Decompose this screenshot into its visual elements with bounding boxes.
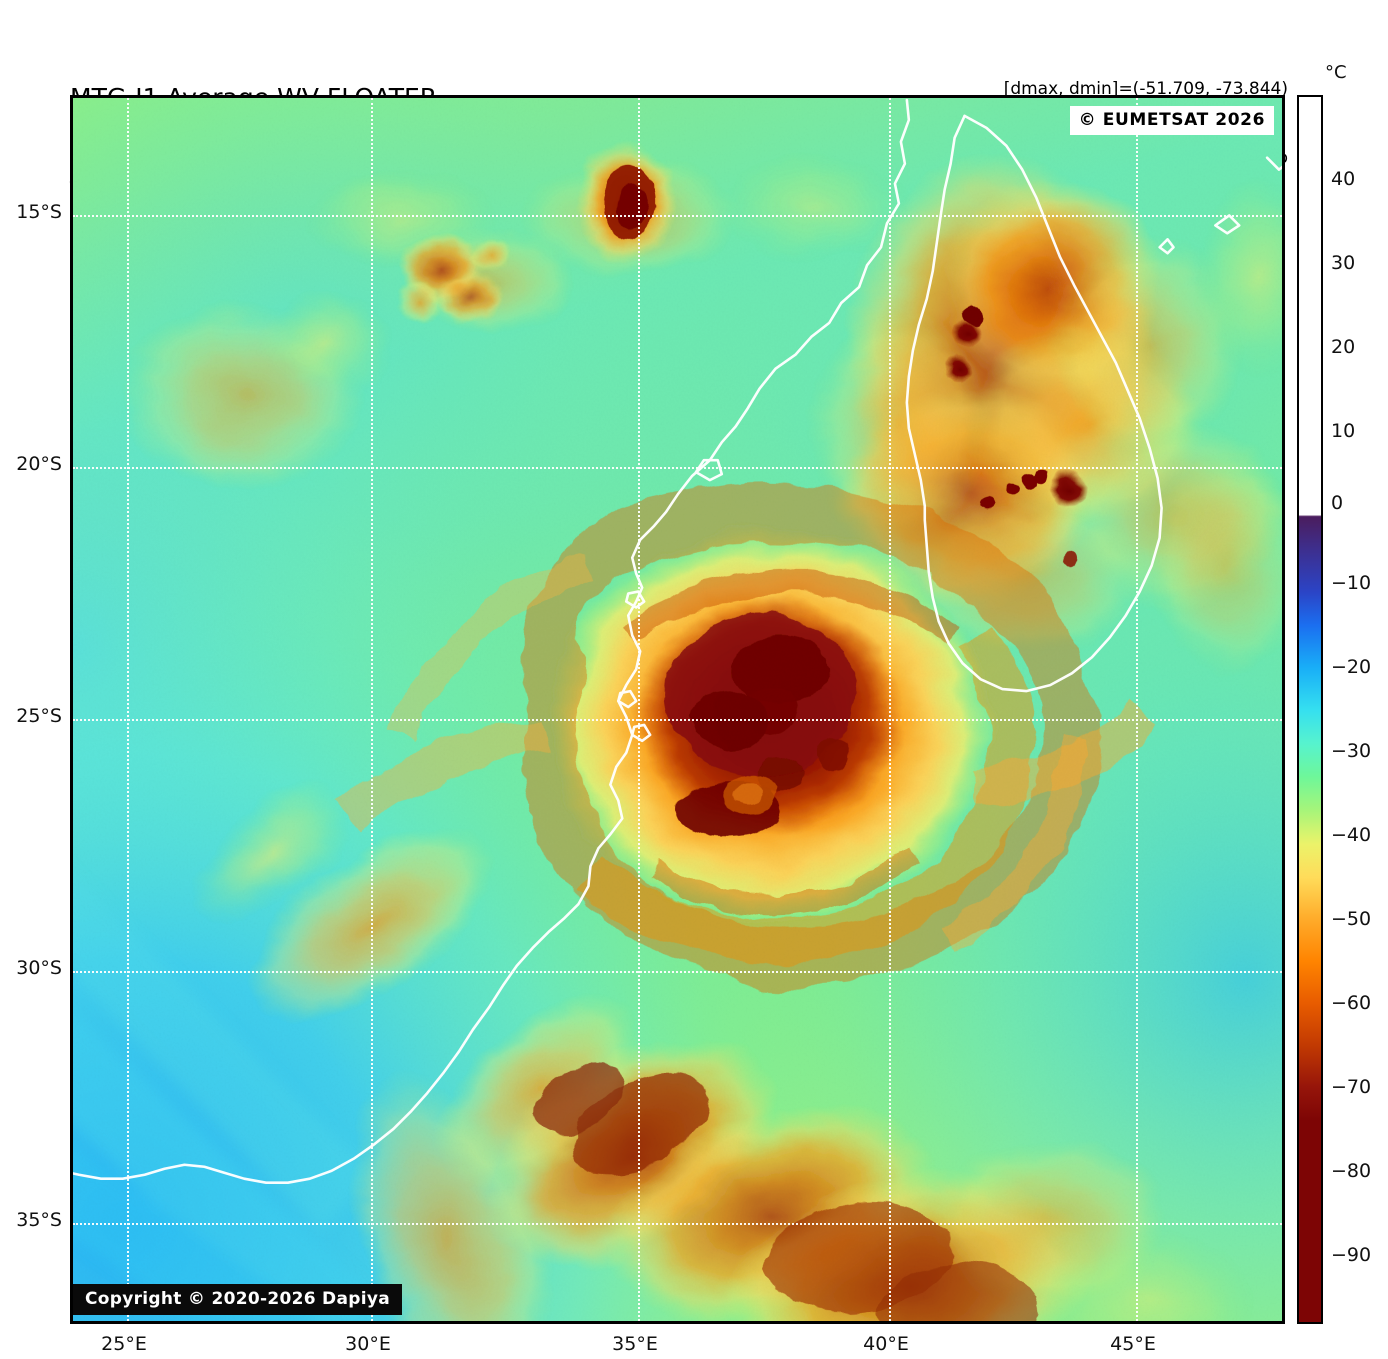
colorbar-gradient: [1299, 97, 1321, 1322]
lon-tick-45E: 45°E: [1110, 1333, 1156, 1355]
cbar-tick-20: 20: [1331, 336, 1356, 358]
lon-tick-35E: 35°E: [612, 1333, 658, 1355]
cbar-tick-m70: −70: [1331, 1076, 1372, 1098]
colorbar-unit-label: °C: [1325, 62, 1347, 83]
copyright-watermark: Copyright © 2020-2026 Dapiya: [73, 1284, 402, 1315]
lat-tick-15S: 15°S: [16, 201, 62, 223]
cbar-tick-m50: −50: [1331, 908, 1372, 930]
temperature-colorbar[interactable]: [1297, 95, 1323, 1324]
lat-tick-35S: 35°S: [16, 1209, 62, 1231]
cbar-tick-m10: −10: [1331, 572, 1372, 594]
cbar-tick-m20: −20: [1331, 656, 1372, 678]
coastline-overlay: [73, 98, 1282, 1184]
lon-tick-25E: 25°E: [101, 1333, 147, 1355]
satellite-map-panel[interactable]: © EUMETSAT 2026 Copyright © 2020-2026 Da…: [70, 95, 1285, 1324]
eumetsat-watermark: © EUMETSAT 2026: [1069, 106, 1274, 135]
data-minmax-label: [dmax, dmin]=(-51.709, -73.844): [1003, 79, 1288, 99]
cbar-tick-30: 30: [1331, 252, 1356, 274]
cbar-tick-m80: −80: [1331, 1160, 1372, 1182]
lat-tick-25S: 25°S: [16, 705, 62, 727]
lon-tick-30E: 30°E: [345, 1333, 391, 1355]
cbar-tick-10: 10: [1331, 420, 1356, 442]
cbar-tick-m40: −40: [1331, 824, 1372, 846]
lon-tick-40E: 40°E: [863, 1333, 909, 1355]
lat-tick-20S: 20°S: [16, 453, 62, 475]
cbar-tick-m30: −30: [1331, 740, 1372, 762]
lat-tick-30S: 30°S: [16, 957, 62, 979]
cbar-tick-0: 0: [1331, 492, 1344, 514]
cbar-tick-m90: −90: [1331, 1244, 1372, 1266]
cbar-tick-40: 40: [1331, 168, 1356, 190]
satellite-imagery: [73, 98, 1282, 1321]
cbar-tick-m60: −60: [1331, 992, 1372, 1014]
